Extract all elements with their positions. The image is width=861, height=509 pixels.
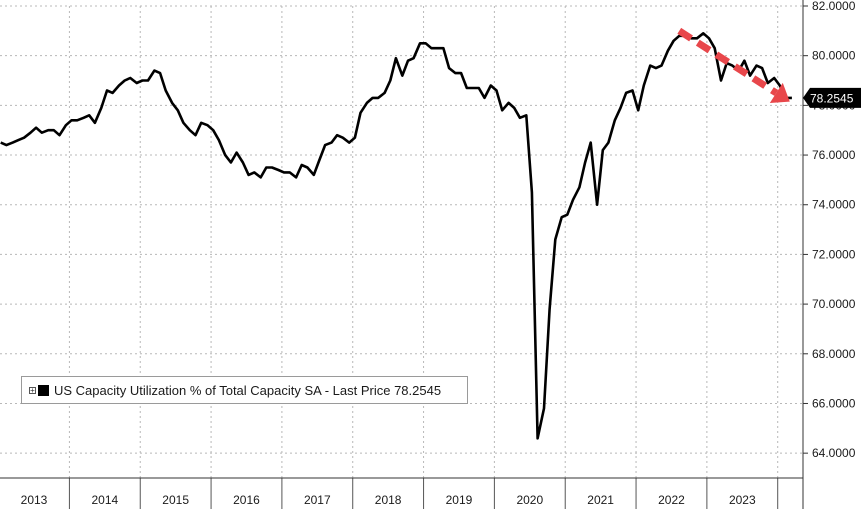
x-year-label: 2019: [446, 493, 473, 507]
y-tick-label: 68.0000: [812, 347, 856, 361]
axis-layer: [0, 0, 808, 509]
y-tick-label: 76.0000: [812, 148, 856, 162]
series-layer: [0, 31, 792, 440]
x-year-label: 2014: [91, 493, 118, 507]
trend-arrow-head: [769, 82, 790, 104]
annotation-layer: [677, 27, 790, 104]
legend-swatch: [38, 384, 49, 396]
x-year-label: 2023: [729, 493, 756, 507]
legend-label: US Capacity Utilization % of Total Capac…: [54, 382, 442, 398]
series-line: [0, 31, 792, 440]
last-value-tag: [803, 87, 861, 108]
x-year-label: 2015: [162, 493, 189, 507]
label-layer: 64.0000 66.0000 68.0000 70.0000 72.0000 74.00…: [21, 0, 861, 507]
y-tick-label: 82.0000: [812, 0, 856, 13]
y-tick-label: 80.0000: [812, 49, 856, 63]
x-year-label: 2013: [21, 493, 48, 507]
x-year-label: 2020: [516, 493, 543, 507]
x-year-label: 2016: [233, 493, 260, 507]
legend-expand-icon[interactable]: +: [29, 385, 36, 395]
grid-layer: [0, 5, 803, 478]
legend: + US Capacity Utilization % of Total Cap…: [21, 376, 468, 404]
last-value-label: 78.2545: [810, 91, 854, 105]
x-year-label: 2021: [587, 493, 614, 507]
x-year-label: 2018: [375, 493, 402, 507]
y-tick-label: 70.0000: [812, 297, 856, 311]
y-tick-label: 66.0000: [812, 396, 856, 410]
y-tick-label: 64.0000: [812, 446, 856, 460]
x-year-label: 2022: [658, 493, 685, 507]
trend-arrow-shaft: [677, 27, 779, 96]
y-tick-label: 74.0000: [812, 198, 856, 212]
x-year-label: 2017: [304, 493, 331, 507]
y-tick-label: 72.0000: [812, 247, 856, 261]
